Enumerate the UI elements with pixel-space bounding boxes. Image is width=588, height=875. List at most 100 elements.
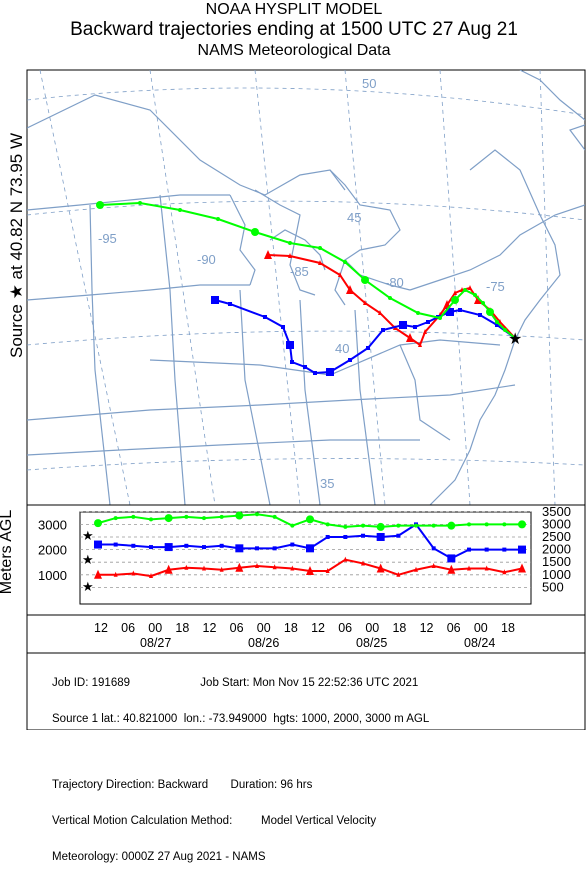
map-trajectory-point bbox=[346, 285, 354, 294]
map-trajectory-point bbox=[138, 201, 142, 205]
profile-point bbox=[219, 566, 224, 572]
map-trajectory-point bbox=[503, 328, 507, 332]
info-line: Source 1 lat.: 40.821000 lon.: -73.94900… bbox=[52, 713, 430, 725]
map-trajectory-point bbox=[446, 308, 454, 316]
map-trajectory-point bbox=[178, 208, 182, 212]
map-trajectory-point bbox=[495, 323, 499, 327]
profile-point bbox=[376, 532, 385, 541]
profile-point bbox=[325, 534, 330, 539]
map-trajectory-point bbox=[228, 302, 232, 306]
map-trajectory-point bbox=[463, 288, 467, 292]
lat-label: 40 bbox=[335, 341, 349, 356]
profile-point bbox=[431, 523, 436, 528]
profile-point bbox=[272, 546, 277, 551]
map-trajectory-point bbox=[286, 341, 294, 349]
map-trajectory-point bbox=[468, 285, 472, 290]
profile-point bbox=[484, 565, 489, 571]
map-labels: -95 -90 -85 -80 -75 50 45 40 35 bbox=[98, 76, 505, 491]
lat-label: 50 bbox=[362, 76, 376, 91]
map-trajectory-point bbox=[318, 260, 322, 265]
map-trajectory-point bbox=[251, 228, 259, 236]
source-star-icon: ★ bbox=[82, 552, 94, 567]
profile-point bbox=[184, 564, 189, 570]
map-trajectory-point bbox=[96, 201, 104, 209]
profile-point bbox=[325, 522, 330, 527]
map-trajectory-point bbox=[416, 311, 420, 315]
map-trajectory-point bbox=[495, 320, 499, 324]
profile-point bbox=[484, 522, 489, 527]
profile-point bbox=[202, 565, 206, 571]
map-trajectory-point bbox=[406, 333, 414, 342]
lat-label: 35 bbox=[320, 476, 334, 491]
x-tick-label: 18 bbox=[284, 621, 298, 635]
map-trajectory-point bbox=[338, 272, 342, 277]
profile-point bbox=[164, 564, 173, 574]
time-axis-panel: 12 06 00 18 12 06 00 18 12 06 00 18 12 06 00 18 08/27 08… bbox=[26, 614, 586, 654]
x-tick-label: 18 bbox=[175, 621, 189, 635]
graticule bbox=[27, 70, 585, 505]
info-frame bbox=[26, 652, 586, 730]
map-boundaries bbox=[27, 70, 585, 505]
profile-point bbox=[361, 560, 365, 566]
map-trajectory-point bbox=[474, 295, 482, 304]
map-trajectory-point bbox=[366, 346, 370, 350]
map-trajectory-point bbox=[381, 328, 385, 332]
source-star-icon: ★ bbox=[82, 579, 94, 594]
profile-point bbox=[235, 544, 244, 553]
map-trajectory-point bbox=[318, 246, 322, 250]
map-trajectory-point bbox=[216, 217, 220, 221]
map-trajectory-point bbox=[281, 325, 285, 329]
map-trajectory-point bbox=[288, 241, 292, 245]
profile-point bbox=[518, 520, 526, 529]
profile-point bbox=[113, 571, 118, 577]
map-trajectory-point bbox=[361, 276, 369, 284]
profile-point bbox=[164, 543, 173, 552]
map-trajectory-point bbox=[478, 313, 482, 317]
source-star-icon: ★ bbox=[508, 331, 522, 348]
x-tick-label: 12 bbox=[420, 621, 434, 635]
profile-point bbox=[467, 547, 471, 552]
profile-point bbox=[343, 524, 348, 529]
profile-point bbox=[502, 522, 507, 527]
profile-point bbox=[255, 512, 259, 517]
map-trajectory-point bbox=[303, 365, 307, 369]
left-y-tick-label: 2000 bbox=[38, 543, 67, 558]
profile-point bbox=[467, 522, 471, 527]
profile-point bbox=[361, 533, 365, 538]
profile-point bbox=[376, 522, 385, 531]
map-trajectory-point bbox=[453, 290, 457, 295]
lon-label: -90 bbox=[197, 252, 216, 267]
right-y-tick-label: 3500 bbox=[542, 504, 571, 519]
info-line: Job ID: 191689 Job Start: Mon Nov 15 22:… bbox=[52, 677, 419, 689]
profile-point bbox=[290, 542, 295, 547]
profile-point bbox=[447, 564, 456, 574]
profile-point bbox=[149, 545, 153, 550]
profile-series bbox=[94, 511, 526, 579]
profile-point bbox=[343, 534, 348, 539]
profile-point bbox=[290, 565, 295, 571]
x-date-label: 08/26 bbox=[248, 636, 279, 650]
map-trajectory-point bbox=[399, 321, 407, 329]
map-trajectory-point bbox=[363, 300, 367, 305]
profile-point bbox=[255, 562, 259, 568]
lat-label: 45 bbox=[347, 210, 361, 225]
profile-point bbox=[518, 545, 526, 554]
x-date-label: 08/27 bbox=[140, 636, 171, 650]
data-source-title: NAMS Meteorological Data bbox=[197, 42, 391, 59]
right-y-tick-label: 3000 bbox=[542, 516, 571, 531]
x-date-label: 08/25 bbox=[356, 636, 387, 650]
map-frame bbox=[26, 69, 586, 506]
profile-point bbox=[94, 569, 102, 579]
trajectory-map: -95 -90 -85 -80 -75 50 45 40 35 ★ bbox=[26, 69, 586, 506]
profile-point bbox=[414, 566, 418, 572]
x-tick-label: 00 bbox=[474, 621, 488, 635]
map-trajectory-point bbox=[313, 371, 317, 375]
info-line: Trajectory Direction: Backward Duration:… bbox=[52, 779, 313, 791]
lon-label: -75 bbox=[486, 279, 505, 294]
x-tick-label: 00 bbox=[365, 621, 379, 635]
x-tick-label: 12 bbox=[311, 621, 325, 635]
info-line: Vertical Motion Calculation Method: Mode… bbox=[52, 815, 377, 827]
profile-point bbox=[518, 563, 526, 573]
map-trajectory-point bbox=[264, 250, 272, 259]
